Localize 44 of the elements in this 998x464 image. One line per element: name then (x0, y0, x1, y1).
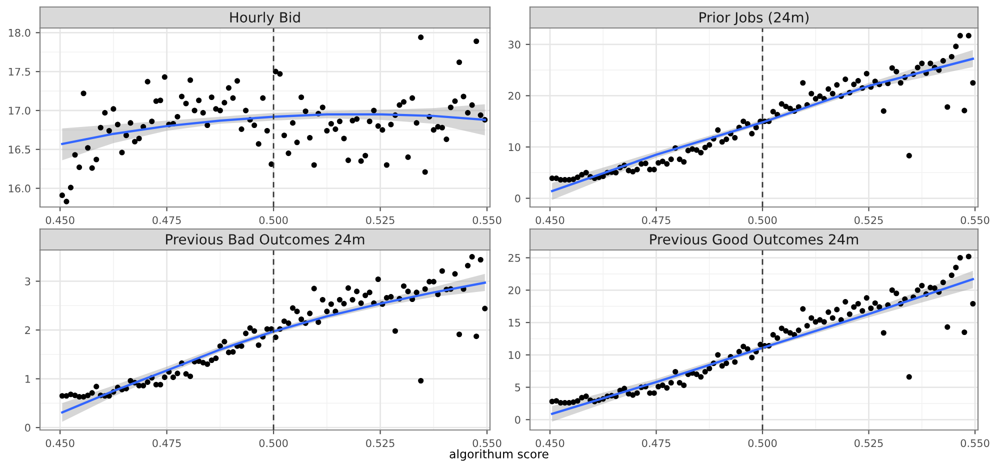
y-tick-label: 30 (508, 40, 520, 49)
y-tick-label: 20 (508, 92, 520, 100)
y-tick-label: 25 (508, 254, 520, 262)
x-tick-label: 0.500 (748, 439, 777, 448)
x-tick-label: 0.475 (642, 439, 670, 448)
y-tick-label: 0 (515, 416, 520, 424)
y-tick-label: 17.5 (8, 68, 30, 76)
y-tick-label: 18.0 (8, 28, 30, 37)
y-tick-label: 15 (508, 318, 520, 327)
x-tick-label: 0.525 (366, 216, 394, 224)
y-tick-label: 1 (25, 375, 30, 383)
x-tick-label: 0.450 (46, 439, 74, 448)
y-tick-label: 3 (25, 277, 30, 286)
x-tick-label: 0.550 (472, 439, 502, 448)
x-tick-label: 0.450 (536, 439, 564, 448)
x-tick-label: 0.525 (366, 439, 394, 448)
y-tick-label: 17.0 (8, 106, 30, 115)
x-tick-label: 0.475 (642, 216, 670, 224)
y-tick-label: 5 (515, 384, 520, 392)
y-tick-label: 20 (508, 286, 520, 294)
x-tick-label: 0.500 (259, 439, 288, 448)
chart-title: Previous Bad Outcomes 24m (166, 234, 364, 245)
x-tick-label: 0.550 (960, 439, 990, 448)
x-tick-label: 0.500 (748, 216, 777, 224)
x-tick-label: 0.475 (152, 439, 181, 448)
x-axis-title: algorithum score (450, 449, 548, 461)
x-tick-label: 0.450 (536, 216, 564, 224)
y-tick-label: 16.5 (8, 146, 30, 154)
y-tick-label: 16.0 (8, 184, 30, 192)
x-tick-label: 0.500 (259, 216, 288, 224)
y-tick-label: 0 (515, 194, 520, 202)
y-tick-label: 0 (25, 424, 30, 432)
chart-title: Previous Good Outcomes 24m (650, 234, 858, 245)
chart-title: Prior Jobs (24m) (700, 12, 809, 26)
x-tick-label: 0.475 (152, 216, 181, 224)
x-tick-label: 0.550 (960, 216, 990, 224)
chart-title: Hourly Bid (230, 12, 300, 26)
y-tick-label: 10 (508, 351, 520, 359)
x-tick-label: 0.550 (472, 216, 502, 224)
x-tick-label: 0.450 (46, 216, 74, 224)
y-tick-label: 10 (508, 143, 520, 152)
y-tick-label: 2 (25, 326, 30, 334)
x-tick-label: 0.525 (854, 216, 883, 224)
x-tick-label: 0.525 (854, 439, 883, 448)
